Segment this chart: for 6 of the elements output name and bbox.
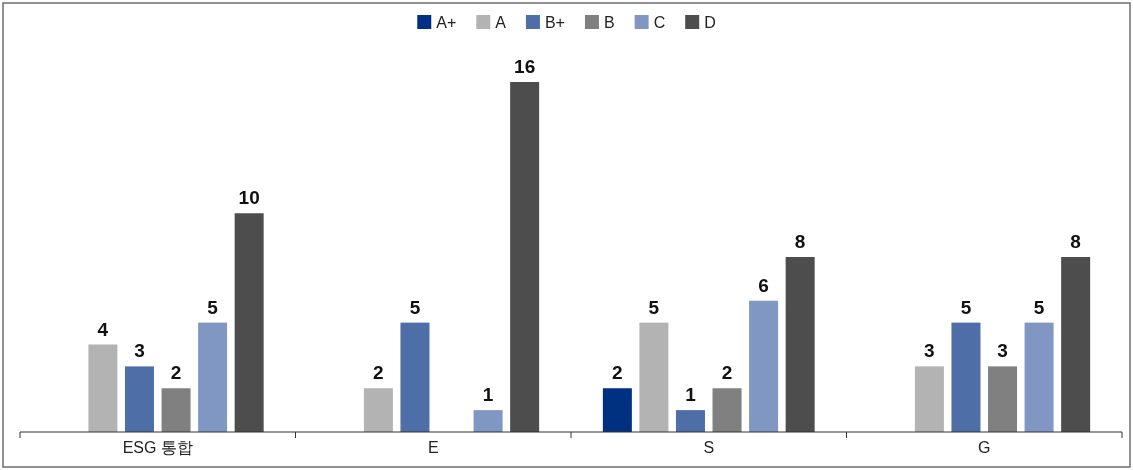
legend-label: A+ (436, 14, 457, 31)
legend-label: B (603, 14, 615, 31)
legend-label: C (653, 14, 666, 31)
legend-label: B+ (544, 14, 565, 31)
legend-label: A (495, 14, 507, 31)
legend-label: D (704, 14, 716, 31)
